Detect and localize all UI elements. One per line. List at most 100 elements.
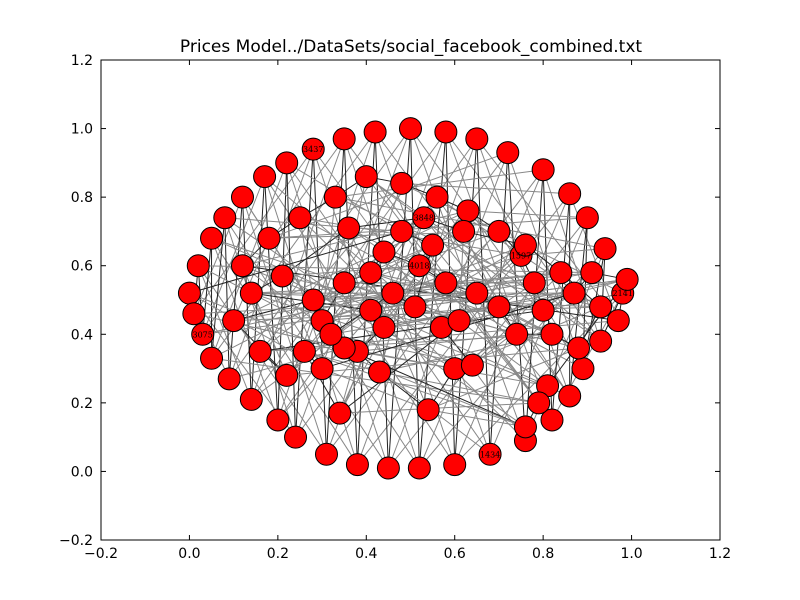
edge-line bbox=[458, 231, 465, 321]
network-node bbox=[531, 298, 555, 322]
network-node bbox=[328, 401, 352, 425]
network-node bbox=[575, 206, 599, 230]
network-node bbox=[434, 271, 458, 295]
edge-line bbox=[228, 128, 411, 380]
edge-line bbox=[198, 265, 332, 335]
edge-line bbox=[445, 231, 500, 284]
network-node bbox=[381, 281, 405, 305]
network-node bbox=[589, 295, 613, 319]
network-node bbox=[558, 182, 582, 206]
network-node bbox=[337, 216, 361, 240]
edge-line bbox=[286, 162, 491, 455]
node-label: 1597 bbox=[511, 251, 531, 260]
network-node bbox=[314, 442, 338, 466]
network-node bbox=[487, 219, 511, 243]
network-node bbox=[230, 185, 254, 209]
network-node bbox=[359, 261, 383, 285]
network-node bbox=[275, 363, 299, 387]
edge-line bbox=[343, 347, 526, 428]
node-label: 1434 bbox=[480, 450, 500, 459]
x-tick-label: −0.2 bbox=[84, 546, 118, 562]
network-node bbox=[478, 442, 502, 466]
network-node bbox=[527, 391, 551, 415]
edge-line bbox=[229, 347, 345, 380]
edge-line bbox=[543, 292, 623, 311]
edge-line bbox=[356, 131, 376, 465]
network-node bbox=[465, 127, 489, 151]
network-node bbox=[310, 357, 334, 381]
edge-line bbox=[233, 299, 314, 322]
network-node bbox=[390, 219, 414, 243]
network-node bbox=[182, 302, 206, 326]
edge-line bbox=[458, 320, 548, 387]
network-node bbox=[465, 281, 489, 305]
network-node bbox=[200, 226, 224, 250]
network-node bbox=[416, 398, 440, 422]
network-node bbox=[292, 339, 316, 363]
y-tick-label: 0.4 bbox=[71, 327, 93, 343]
network-node bbox=[421, 233, 445, 257]
edge-line bbox=[370, 217, 425, 273]
network-node bbox=[372, 240, 396, 264]
y-tick-label: 0.8 bbox=[71, 190, 93, 206]
edge-line bbox=[387, 152, 509, 469]
network-node bbox=[239, 281, 263, 305]
network-node bbox=[487, 295, 511, 319]
network-node bbox=[580, 261, 604, 285]
network-node bbox=[567, 336, 591, 360]
network-node bbox=[363, 120, 387, 144]
edge-line bbox=[365, 176, 544, 311]
edge-line bbox=[193, 292, 575, 315]
y-axis: −0.2 0.0 0.2 0.4 0.6 0.8 1.0 1.2 bbox=[59, 53, 720, 549]
network-node bbox=[452, 219, 476, 243]
plot-frame bbox=[100, 59, 721, 541]
edge-line bbox=[211, 237, 416, 308]
network-node bbox=[513, 415, 537, 439]
network-node bbox=[323, 185, 347, 209]
edge-line bbox=[343, 138, 358, 465]
network-node bbox=[399, 117, 422, 141]
y-tick-label: 0.0 bbox=[71, 464, 93, 480]
edge-line bbox=[335, 169, 544, 198]
x-tick-label: 1.2 bbox=[709, 546, 731, 562]
y-tick-label: 0.2 bbox=[71, 396, 93, 412]
edge-line bbox=[520, 248, 606, 256]
network-node bbox=[288, 206, 312, 230]
network-node bbox=[571, 357, 595, 381]
edge-line bbox=[224, 217, 402, 232]
node-layer bbox=[177, 117, 639, 480]
network-node bbox=[505, 322, 529, 346]
network-node bbox=[257, 226, 281, 250]
network-node bbox=[230, 254, 254, 278]
edge-line bbox=[428, 409, 526, 428]
edge-line bbox=[277, 244, 433, 421]
edge-line bbox=[427, 347, 579, 411]
network-node bbox=[372, 315, 396, 339]
edge-line bbox=[467, 210, 588, 219]
node-label: 4018 bbox=[409, 262, 429, 271]
network-node bbox=[345, 453, 369, 477]
network-node bbox=[177, 281, 201, 305]
network-node bbox=[549, 261, 573, 285]
network-node bbox=[434, 120, 458, 144]
network-node bbox=[443, 453, 467, 477]
node-label: 2141 bbox=[613, 289, 633, 298]
x-tick-label: 0.6 bbox=[444, 546, 466, 562]
network-node bbox=[200, 346, 224, 370]
edge-line bbox=[476, 138, 619, 321]
edge-line bbox=[401, 182, 570, 195]
network-node bbox=[540, 408, 564, 432]
network-node bbox=[253, 165, 277, 189]
edge-line bbox=[533, 282, 601, 342]
network-node bbox=[270, 264, 294, 288]
edge-line bbox=[357, 333, 517, 352]
network-node bbox=[186, 254, 210, 278]
edge-line bbox=[193, 313, 345, 349]
network-node bbox=[376, 456, 400, 480]
node-label: 3437 bbox=[303, 145, 323, 154]
network-node bbox=[456, 199, 480, 223]
network-node bbox=[217, 367, 241, 391]
network-node bbox=[213, 206, 237, 230]
network-node bbox=[319, 322, 343, 346]
